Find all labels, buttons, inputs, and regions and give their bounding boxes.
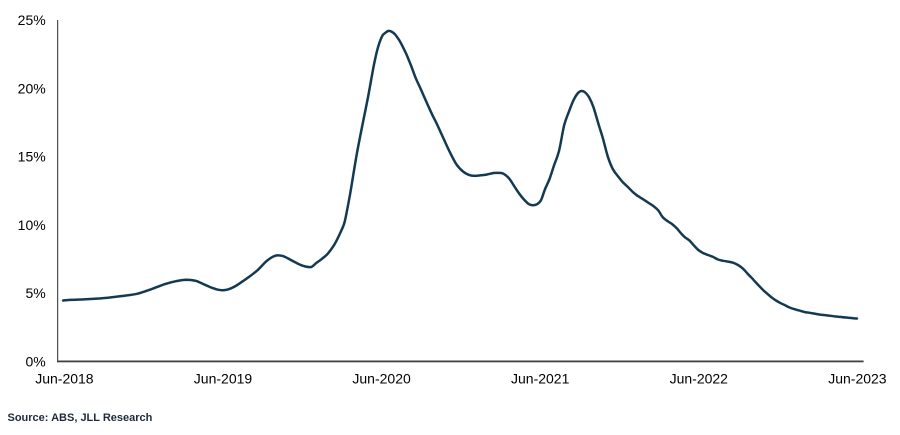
svg-text:5%: 5% (25, 285, 45, 301)
svg-text:15%: 15% (18, 149, 46, 165)
svg-text:Source: ABS, JLL Research: Source: ABS, JLL Research (8, 412, 153, 424)
svg-text:Jun-2023: Jun-2023 (828, 371, 887, 387)
svg-text:Jun-2021: Jun-2021 (511, 371, 570, 387)
svg-text:25%: 25% (18, 12, 46, 28)
svg-text:Jun-2018: Jun-2018 (35, 371, 94, 387)
svg-text:Jun-2020: Jun-2020 (352, 371, 411, 387)
svg-text:Jun-2022: Jun-2022 (670, 371, 729, 387)
svg-text:20%: 20% (18, 80, 46, 96)
svg-text:Jun-2019: Jun-2019 (194, 371, 253, 387)
svg-text:10%: 10% (18, 217, 46, 233)
svg-text:0%: 0% (25, 353, 45, 369)
